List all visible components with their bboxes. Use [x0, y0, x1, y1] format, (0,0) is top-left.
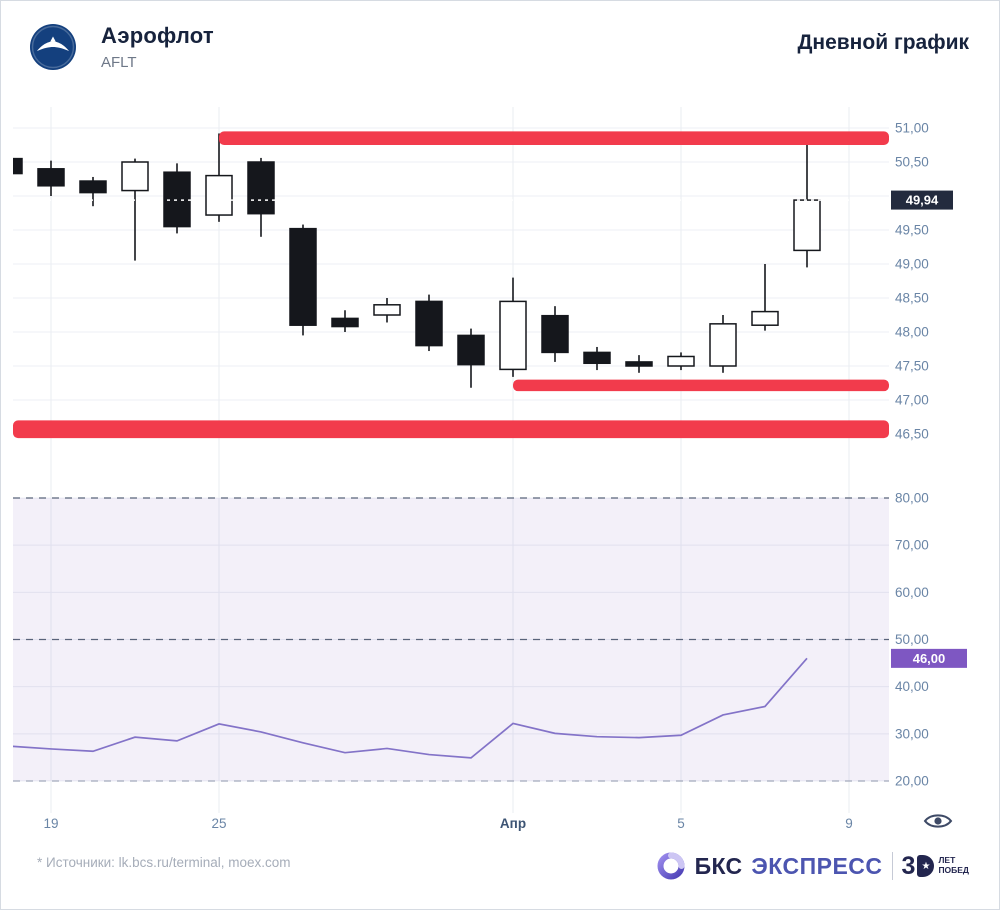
date-axis-label: 9 [845, 816, 853, 831]
anniversary-line2: ПОБЕД [938, 865, 969, 875]
anniversary-line1: ЛЕТ [938, 855, 956, 866]
level-band [219, 131, 889, 145]
price-axis-label: 51,00 [895, 121, 929, 136]
candle [13, 157, 23, 175]
svg-text:49,94: 49,94 [906, 193, 939, 208]
bcs-name: БКС [694, 852, 743, 879]
candle [751, 264, 779, 331]
anniversary-number: 3 [901, 851, 916, 880]
logo-divider [891, 852, 893, 880]
price-axis-label: 47,00 [895, 393, 929, 408]
price-axis-label: 50,50 [895, 155, 929, 170]
candle [205, 133, 233, 222]
price-and-indicator-chart: 51,00 50,50 50,00 49,50 49,00 48,50 48,00 47,50… [13, 107, 967, 832]
aeroflot-logo-icon [30, 24, 76, 70]
candle [331, 310, 359, 332]
price-axis-label: 47,50 [895, 359, 929, 374]
date-axis-label: 5 [677, 816, 685, 831]
candle [457, 328, 485, 388]
candle [667, 352, 695, 371]
candle [373, 298, 401, 323]
star-badge-icon: ★ [917, 855, 935, 877]
title-block: Аэрофлот AFLT [101, 23, 214, 71]
candle [163, 163, 191, 234]
level-band [513, 379, 889, 392]
candle [793, 145, 821, 268]
oscillator-axis-label: 20,00 [895, 774, 929, 789]
candle [499, 277, 527, 377]
candle [541, 306, 569, 362]
date-axis-label: 19 [43, 816, 58, 831]
eye-icon [923, 814, 953, 828]
candle [709, 315, 737, 373]
oscillator-line [13, 657, 808, 759]
price-axis-label: 48,00 [895, 325, 929, 340]
anniversary-caption: ЛЕТ ПОБЕД [938, 855, 969, 876]
oscillator-axis-label: 40,00 [895, 679, 929, 694]
candle [289, 224, 317, 336]
candle [37, 160, 65, 196]
sources-note: * Источники: lk.bcs.ru/terminal, moex.co… [37, 855, 291, 870]
oscillator-value-badge: 46,00 [891, 648, 967, 668]
bcs-express-logo: БКС ЭКСПРЕСС 3 ★ ЛЕТ ПОБЕД [656, 851, 969, 881]
candles-layer [13, 133, 821, 388]
oscillator-axis-label: 50,00 [895, 632, 929, 647]
price-axis-label: 46,50 [895, 427, 929, 442]
candle [247, 157, 275, 237]
oscillator-axis-label: 60,00 [895, 585, 929, 600]
level-band [13, 420, 889, 439]
bcs-logo-icon [657, 852, 685, 880]
candle [121, 158, 149, 261]
date-axis-label: 25 [211, 816, 226, 831]
candle [583, 346, 611, 371]
date-axis-label: Апр [500, 816, 526, 831]
price-axis-label: 48,50 [895, 291, 929, 306]
candle [625, 355, 653, 373]
candle [415, 294, 443, 352]
bcs-express-name: ЭКСПРЕСС [751, 852, 883, 879]
anniversary-mark: 3 ★ ЛЕТ ПОБЕД [902, 852, 969, 881]
aeroflot-logo [29, 23, 77, 71]
visibility-toggle[interactable] [923, 811, 953, 836]
last-price-badge: 49,94 [891, 190, 953, 210]
header: Аэрофлот AFLT Дневной график [29, 23, 969, 71]
chart-type-label: Дневной график [797, 31, 969, 54]
ticker-label: AFLT [101, 54, 137, 71]
oscillator-band [13, 497, 889, 782]
svg-text:46,00: 46,00 [913, 651, 946, 666]
level-bands [13, 131, 889, 439]
candle [79, 176, 107, 207]
oscillator-axis-label: 30,00 [895, 726, 929, 741]
axes-layer: 51,00 50,50 50,00 49,50 49,00 48,50 48,00 47,50… [43, 121, 928, 832]
brand-block: Аэрофлот AFLT [29, 23, 214, 71]
oscillator-axis-label: 80,00 [895, 491, 929, 506]
oscillator-axis-label: 70,00 [895, 538, 929, 553]
price-axis-label: 49,50 [895, 223, 929, 238]
price-axis-label: 49,00 [895, 257, 929, 272]
page-title: Аэрофлот [101, 23, 214, 48]
